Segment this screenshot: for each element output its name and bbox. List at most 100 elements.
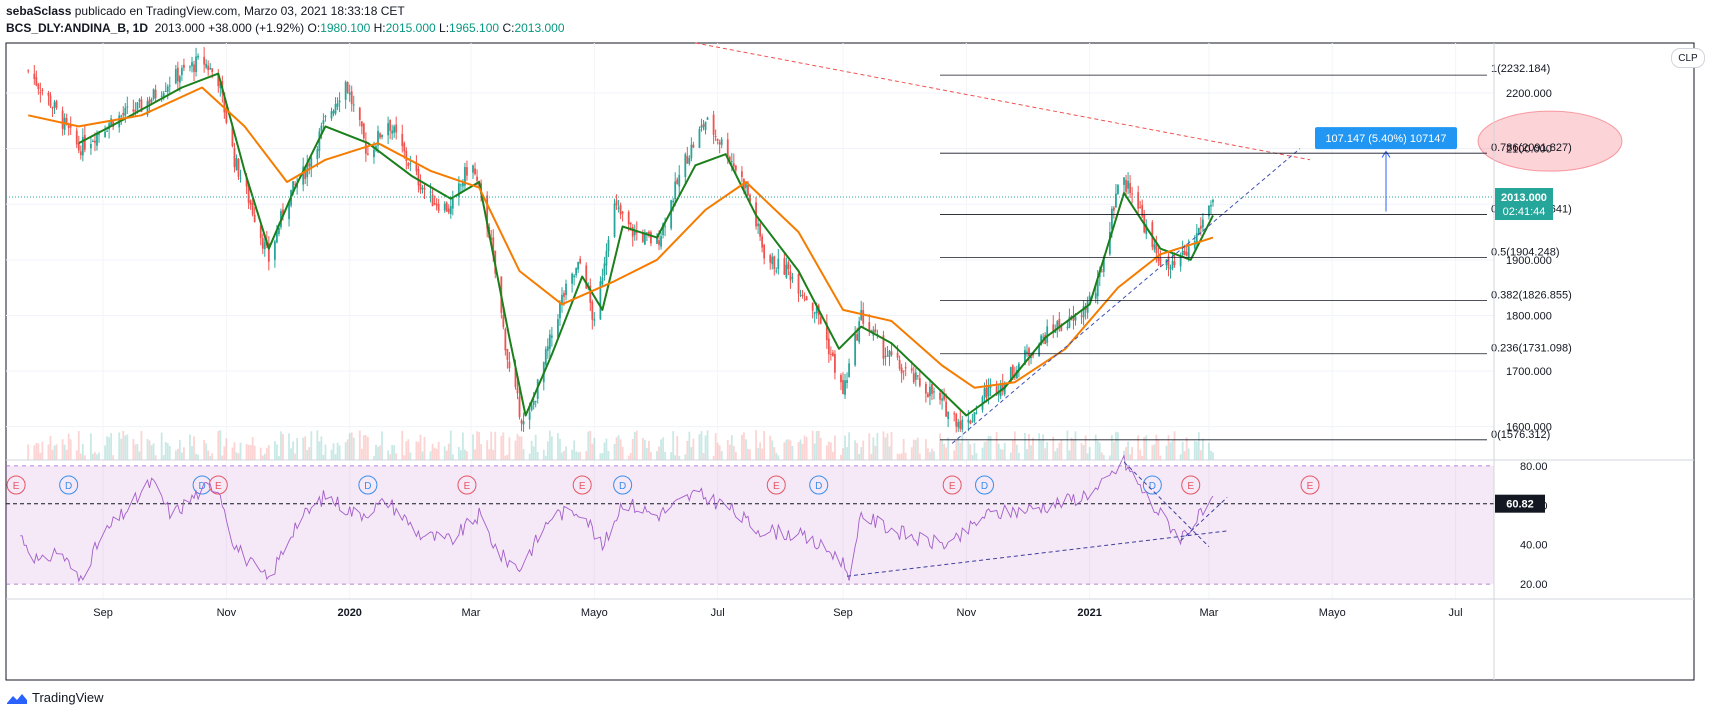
volume-bar: [542, 449, 545, 460]
candle-body: [239, 177, 242, 179]
candle-body: [449, 206, 452, 215]
candle-body: [407, 163, 410, 167]
candle-body: [577, 261, 580, 270]
overlays: 107.147 (5.40%) 107147: [6, 42, 1623, 444]
event-marker: [59, 475, 79, 495]
volume-bar: [1084, 435, 1087, 460]
candle-body: [1123, 177, 1125, 185]
time-tick-label: Nov: [957, 607, 977, 619]
candle-body: [423, 188, 426, 190]
candle-body: [971, 420, 974, 422]
volume-bar: [884, 437, 887, 460]
volume-bar: [890, 431, 893, 460]
candle-body: [672, 200, 675, 203]
volume-bar: [67, 433, 70, 460]
volume-bar: [702, 453, 705, 460]
candle-body: [1068, 316, 1071, 328]
volume-bar: [579, 451, 582, 460]
volume-bar: [775, 452, 778, 460]
volume-bar: [1185, 437, 1188, 460]
candle-body: [415, 163, 418, 172]
volume-bar: [868, 433, 871, 460]
candle-body: [211, 68, 214, 73]
volume-bar: [593, 437, 596, 460]
candle-body: [943, 395, 945, 400]
volume-bar: [773, 447, 776, 460]
volume-bar: [176, 448, 179, 460]
candle-body: [37, 84, 40, 90]
candle-body: [757, 223, 759, 227]
candle-body: [162, 93, 165, 97]
volume-bar: [585, 451, 588, 460]
volume-bar: [607, 451, 610, 460]
volume-bar: [660, 439, 662, 460]
volume-bar: [108, 437, 111, 460]
volume-bar: [1040, 440, 1043, 460]
volume-bar: [924, 439, 927, 460]
currency-badge[interactable]: CLP: [1671, 48, 1705, 68]
candle-body: [183, 64, 185, 68]
candle-body: [676, 179, 679, 184]
volume-bar: [1197, 432, 1200, 460]
candle-body: [304, 168, 307, 179]
volume-bar: [561, 452, 563, 460]
volume-bar: [364, 435, 367, 460]
candle-body: [1141, 204, 1144, 217]
volume-bar: [528, 453, 531, 460]
high-value: 2015.000: [385, 21, 436, 35]
candle-body: [334, 104, 337, 114]
volume-bar: [75, 450, 78, 460]
volume-bar: [415, 441, 418, 460]
candle-body: [585, 265, 588, 289]
volume-bar: [389, 454, 392, 460]
volume-bars: [27, 430, 1214, 460]
volume-bar: [126, 434, 129, 460]
candle-body: [997, 392, 1000, 395]
candle-body: [136, 102, 139, 111]
candle-body: [607, 239, 610, 252]
volume-bar: [245, 443, 248, 460]
candle-body: [967, 419, 970, 423]
volume-bar: [761, 448, 764, 460]
volume-bar: [237, 453, 240, 460]
volume-bar: [502, 432, 505, 460]
volume-bar: [310, 431, 313, 460]
candle-body: [969, 420, 972, 424]
rsi-pane: [6, 454, 1494, 585]
candle-body: [1058, 319, 1061, 327]
volume-bar: [239, 442, 242, 460]
volume-bar: [834, 435, 836, 460]
volume-bar: [259, 447, 262, 460]
volume-bar: [112, 455, 115, 460]
volume-bar: [714, 433, 717, 460]
measure-label: 107.147 (5.40%) 107147: [1325, 133, 1446, 145]
footer-brand[interactable]: TradingView: [6, 690, 104, 705]
candle-body: [205, 63, 208, 68]
volume-bar: [645, 447, 648, 460]
candle-body: [1011, 365, 1014, 378]
candle-body: [332, 110, 335, 114]
volume-bar: [813, 443, 816, 460]
author-name[interactable]: sebaSclass: [6, 4, 72, 18]
candle-body: [662, 223, 664, 236]
volume-bar: [140, 431, 143, 460]
volume-bar: [168, 446, 171, 460]
candle-body: [1009, 367, 1012, 383]
volume-bar: [83, 455, 86, 460]
volume-bar: [1072, 438, 1075, 460]
volume-bar: [656, 450, 658, 460]
volume-bar: [516, 433, 519, 460]
low-value: 1965.100: [449, 21, 500, 35]
volume-bar: [718, 445, 721, 460]
chart-frame: [5, 42, 1695, 681]
time-tick-label: Mar: [462, 607, 481, 619]
volume-bar: [462, 432, 464, 460]
candle-body: [193, 64, 195, 72]
volume-bar: [132, 439, 135, 460]
volume-bar: [728, 444, 731, 460]
volume-bar: [900, 453, 903, 460]
candle-body: [276, 231, 278, 243]
volume-bar: [486, 440, 489, 460]
fibonacci-retracement[interactable]: 1(2232.184)0.786(2091.827)0.618(1981.641…: [940, 63, 1572, 441]
